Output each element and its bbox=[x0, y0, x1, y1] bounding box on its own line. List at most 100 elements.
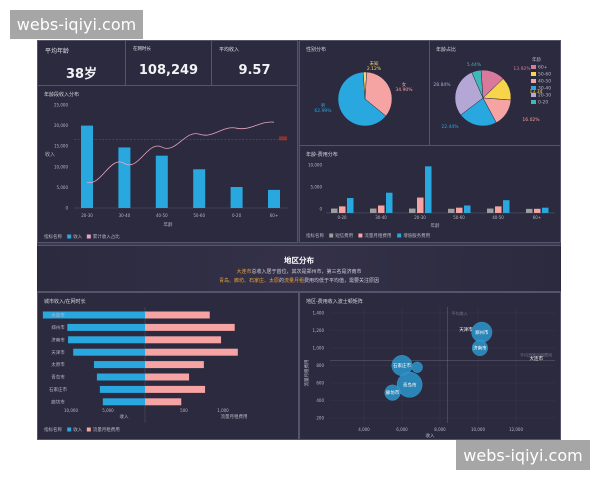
kpi-value: 108,249 bbox=[138, 63, 199, 78]
x-axis-label-left: 收入 bbox=[120, 413, 129, 420]
watermark-top: webs-iqiyi.com bbox=[10, 10, 143, 39]
income-bar bbox=[99, 385, 145, 393]
legend-swatch bbox=[531, 65, 536, 69]
x-tick-label: 5,000 bbox=[102, 408, 114, 413]
legend-swatch bbox=[531, 100, 536, 104]
fee-bar bbox=[409, 208, 416, 213]
fee-bar bbox=[487, 208, 494, 213]
fee-bar bbox=[145, 336, 222, 344]
bubble bbox=[396, 371, 423, 398]
x-tick-label: 20-30 bbox=[81, 213, 93, 218]
region-summary-banner: 地区分布 大连市总收入居于首位，其次是郑州市，第三名是济南市 青岛、廊坊、石家庄… bbox=[37, 245, 561, 292]
cumulative-share-line bbox=[86, 121, 275, 183]
city-label: 郑州市 bbox=[51, 324, 65, 331]
dashboard: 平均年龄 38岁 在网时长 108,249 平均收入 9.57 年龄段收入分布 … bbox=[37, 40, 561, 440]
city-label: 大连市 bbox=[51, 312, 65, 319]
legend-item: 短信费用 bbox=[335, 232, 353, 239]
fee-bar bbox=[339, 206, 346, 213]
income-bar bbox=[67, 323, 145, 331]
city-label: 太原市 bbox=[51, 361, 65, 368]
legend-item: 0-20 bbox=[538, 100, 548, 106]
legend-item: 40-50 bbox=[538, 79, 551, 85]
avg-fee-label: 平均流量月租费用 bbox=[520, 351, 552, 357]
y-tick-label: 5,000 bbox=[311, 185, 323, 190]
bubble-label: 郑州市 bbox=[475, 329, 489, 336]
pie-slice bbox=[460, 97, 497, 127]
chart-title: 年龄-费用分布 bbox=[306, 152, 338, 158]
income-bar bbox=[93, 361, 145, 369]
legend-item: 流量月租费用 bbox=[364, 232, 391, 239]
x-tick-label: 0-20 bbox=[337, 215, 347, 220]
bubble bbox=[384, 384, 401, 401]
fee-bar bbox=[378, 205, 385, 213]
x-tick-label: 30-40 bbox=[375, 215, 387, 220]
slice-name-label: 男 bbox=[321, 103, 326, 109]
legend-title: 指标名称 bbox=[44, 426, 62, 433]
x-tick-label: 40-50 bbox=[492, 215, 504, 220]
legend-item: 50-60 bbox=[538, 72, 551, 78]
income-bar bbox=[42, 311, 145, 319]
x-tick-label: 30-40 bbox=[119, 213, 131, 218]
income-bar bbox=[68, 336, 145, 344]
slice-percent-label: 2.12% bbox=[367, 66, 382, 72]
legend-swatch bbox=[358, 233, 363, 238]
age-fee-chart-panel: 年龄-费用分布 10,000 5,000 0 0-20 30-40 20-30 50-60 4… bbox=[299, 145, 561, 243]
y-tick-label: 400 bbox=[316, 398, 324, 403]
x-tick-label: 10,000 bbox=[471, 427, 485, 432]
region-matrix-chart: 1,400 1,200 1,000 800 600 400 200 4,000 6,000 8,0… bbox=[303, 307, 555, 439]
y-tick-label: 0 bbox=[65, 206, 68, 211]
fee-bar bbox=[542, 207, 549, 213]
city-label: 石家庄市 bbox=[49, 386, 67, 393]
chart-title: 年龄段收入分布 bbox=[44, 92, 80, 98]
highlight-metric: 流量月租 bbox=[284, 278, 305, 284]
y-tick-label: 15,000 bbox=[54, 144, 68, 149]
fee-bar bbox=[386, 192, 393, 213]
highlight-cities: 青岛、廊坊、石家庄、太原 bbox=[218, 278, 279, 284]
x-tick-label: 10,000 bbox=[64, 408, 78, 413]
x-tick-label: 40-50 bbox=[156, 213, 168, 218]
reference-marker bbox=[279, 136, 287, 141]
income-bar bbox=[155, 155, 168, 208]
x-axis-label-right: 流量月租费用 bbox=[221, 413, 248, 420]
x-tick-label: 60+ bbox=[533, 215, 541, 220]
x-tick-label: 50-60 bbox=[453, 215, 465, 220]
pie-slice bbox=[471, 69, 484, 99]
x-tick-label: 50-60 bbox=[193, 213, 205, 218]
kpi-card-avg-age: 平均年龄 38岁 bbox=[37, 40, 126, 86]
legend-swatch bbox=[531, 72, 536, 76]
y-tick-label: 10,000 bbox=[308, 163, 322, 168]
age-share-pie-panel: 年龄占比 13.92% 13.34 16.02% 22.44% 28.84% 5.44% 年… bbox=[429, 40, 561, 146]
banner-text: 费用均低于平均值，需要关注原因 bbox=[304, 278, 380, 284]
income-bar bbox=[102, 398, 145, 406]
kpi-label: 平均收入 bbox=[219, 47, 240, 53]
fee-bar bbox=[145, 311, 210, 319]
slice-percent-label: 28.84% bbox=[433, 82, 451, 88]
chart-title: 城市收入/在网时长 bbox=[44, 299, 86, 305]
slice-percent-label: 5.44% bbox=[467, 62, 482, 68]
bubble-label: 大连市 bbox=[530, 355, 544, 362]
y-tick-label: 600 bbox=[316, 381, 324, 386]
fee-bar bbox=[495, 206, 502, 213]
y-tick-label: 0 bbox=[319, 207, 322, 212]
y-axis-label: 收入 bbox=[45, 151, 55, 158]
income-bar bbox=[96, 373, 145, 381]
x-tick-label: 0-20 bbox=[232, 213, 242, 218]
x-axis-label: 年龄 bbox=[431, 222, 440, 229]
slice-percent-label: 34.90% bbox=[395, 87, 413, 93]
x-tick-label: 12,000 bbox=[509, 427, 523, 432]
age-fee-chart: 10,000 5,000 0 0-20 30-40 20-30 50-60 40-50 60+ 年… bbox=[306, 163, 555, 239]
bubble bbox=[471, 340, 488, 357]
gender-pie-panel: 性别分布 未知 2.12% 女 34.90% 男 62.99% bbox=[299, 40, 430, 146]
legend-item: 增值服务费用 bbox=[403, 232, 430, 239]
income-bar bbox=[118, 147, 131, 208]
watermark-bottom: webs-iqiyi.com bbox=[456, 440, 590, 470]
y-tick-label: 5,000 bbox=[57, 185, 69, 190]
legend-title: 年龄 bbox=[532, 56, 541, 63]
chart-title: 年龄占比 bbox=[436, 47, 457, 53]
fee-bar bbox=[347, 198, 354, 213]
bubble-label: 天津市 bbox=[459, 326, 473, 333]
fee-bar bbox=[331, 208, 338, 213]
banner-title: 地区分布 bbox=[284, 256, 314, 265]
pie-slice bbox=[454, 72, 484, 116]
city-label: 青岛市 bbox=[51, 374, 65, 381]
